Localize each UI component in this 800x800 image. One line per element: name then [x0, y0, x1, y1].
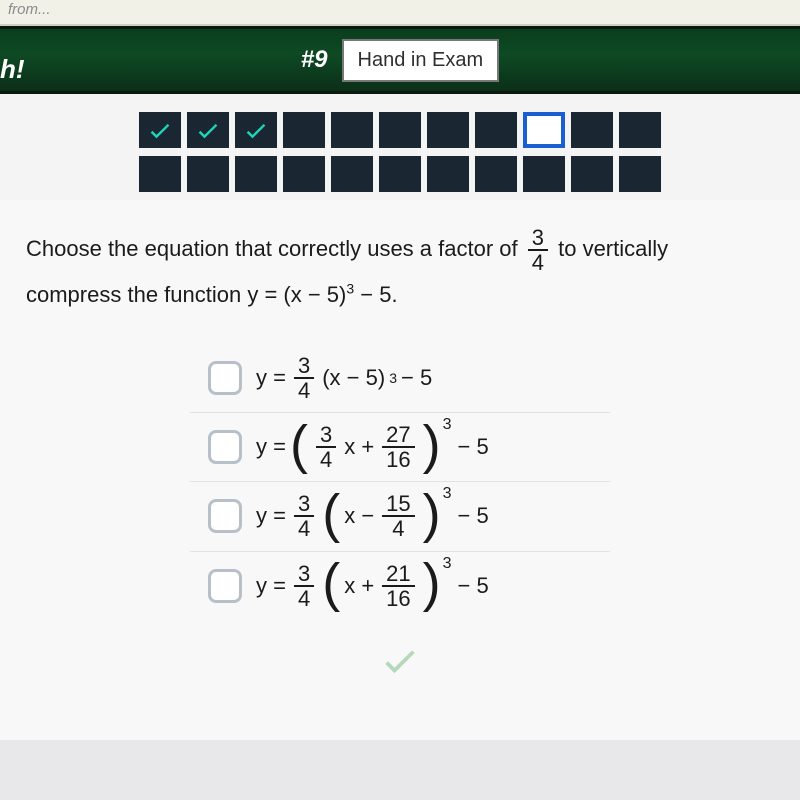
progress-cell[interactable]: [235, 112, 277, 148]
progress-cell[interactable]: [571, 112, 613, 148]
app-badge: h!: [0, 54, 25, 85]
progress-cell[interactable]: [427, 156, 469, 192]
choice-equation: y = 34 ( x − 154 )3 − 5: [256, 492, 489, 540]
progress-cell[interactable]: [523, 156, 565, 192]
fraction-numerator: 21: [382, 562, 414, 587]
progress-cell[interactable]: [427, 112, 469, 148]
answer-choices: y = 34 (x − 5)3 − 5 y = ( 34 x + 2716 )3…: [26, 344, 774, 620]
fraction: 34: [294, 562, 314, 610]
progress-cell[interactable]: [283, 156, 325, 192]
progress-row-1: [139, 112, 661, 148]
fraction-denominator: 4: [316, 448, 336, 471]
fraction: 34: [294, 492, 314, 540]
fraction-numerator: 27: [382, 423, 414, 448]
progress-cell[interactable]: [475, 112, 517, 148]
choice-d[interactable]: y = 34 ( x + 2116 )3 − 5: [190, 552, 610, 620]
question-number: #9: [301, 46, 328, 74]
progress-cell[interactable]: [331, 156, 373, 192]
eq-text: − 5: [458, 573, 489, 599]
fraction-numerator: 3: [294, 562, 314, 587]
choice-equation: y = 34 ( x + 2116 ) 3 − 5: [256, 562, 489, 610]
fraction-denominator: 4: [382, 517, 414, 540]
choice-checkbox[interactable]: [208, 499, 242, 533]
progress-cell[interactable]: [139, 156, 181, 192]
fraction-denominator: 4: [294, 517, 314, 540]
progress-cell[interactable]: [523, 112, 565, 148]
fraction-denominator: 4: [528, 251, 548, 274]
choice-equation: y = ( 34 x + 2716 ) 3 − 5: [256, 423, 489, 471]
browser-tab-hint: from...: [0, 0, 800, 26]
progress-cell[interactable]: [187, 156, 229, 192]
fraction: 2116: [382, 562, 414, 610]
progress-cell[interactable]: [379, 156, 421, 192]
prompt-text: to vertically: [558, 236, 668, 261]
fraction: 154: [382, 492, 414, 540]
fraction-denominator: 16: [382, 448, 414, 471]
eq-text: y =: [256, 365, 286, 391]
progress-cell[interactable]: [139, 112, 181, 148]
choice-equation: y = 34 (x − 5)3 − 5: [256, 354, 432, 402]
exponent: 3: [443, 555, 452, 573]
paren-open: (: [322, 498, 340, 530]
exponent: 3: [346, 281, 354, 297]
fraction-numerator: 3: [294, 492, 314, 517]
eq-text: − 5: [458, 434, 489, 460]
progress-cell[interactable]: [235, 156, 277, 192]
eq-text: (x − 5): [322, 365, 385, 391]
eq-text: x +: [344, 434, 374, 460]
question-prompt: Choose the equation that correctly uses …: [26, 226, 774, 316]
question-body: Choose the equation that correctly uses …: [0, 200, 800, 740]
paren-close: ): [423, 429, 441, 461]
fraction: 34: [316, 423, 336, 471]
eq-text: y =: [256, 434, 286, 460]
fraction: 34: [294, 354, 314, 402]
eq-text: y =: [256, 503, 286, 529]
paren-close: ): [423, 498, 441, 530]
progress-row-2: [139, 156, 661, 192]
eq-text: − 5: [401, 365, 432, 391]
fraction-3-4: 3 4: [528, 226, 548, 274]
progress-cell[interactable]: [619, 112, 661, 148]
progress-cell[interactable]: [379, 112, 421, 148]
prompt-text: compress the function y = (x − 5): [26, 282, 346, 307]
choice-a[interactable]: y = 34 (x − 5)3 − 5: [190, 344, 610, 413]
choice-checkbox[interactable]: [208, 361, 242, 395]
progress-cell[interactable]: [331, 112, 373, 148]
fraction-denominator: 4: [294, 379, 314, 402]
progress-cell[interactable]: [475, 156, 517, 192]
submit-check-icon[interactable]: [26, 638, 774, 687]
prompt-text: Choose the equation that correctly uses …: [26, 236, 524, 261]
eq-text: x −: [344, 503, 374, 529]
eq-text: x +: [344, 573, 374, 599]
progress-cell[interactable]: [283, 112, 325, 148]
fraction-denominator: 16: [382, 587, 414, 610]
exponent: 3: [443, 485, 452, 503]
progress-cell[interactable]: [187, 112, 229, 148]
choice-checkbox[interactable]: [208, 430, 242, 464]
exponent: 3: [443, 416, 452, 434]
paren-open: (: [322, 567, 340, 599]
hand-in-exam-button[interactable]: Hand in Exam: [342, 39, 500, 82]
progress-grid: [0, 94, 800, 200]
paren-open: (: [290, 429, 308, 461]
exponent: 3: [389, 370, 397, 386]
fraction: 2716: [382, 423, 414, 471]
fraction-numerator: 3: [528, 226, 548, 251]
choice-c[interactable]: y = 34 ( x − 154 )3 − 5: [190, 482, 610, 551]
exam-header-bar: h! #9 Hand in Exam: [0, 26, 800, 94]
fraction-numerator: 15: [382, 492, 414, 517]
eq-text: − 5: [458, 503, 489, 529]
prompt-text: − 5.: [354, 282, 397, 307]
eq-text: y =: [256, 573, 286, 599]
choice-checkbox[interactable]: [208, 569, 242, 603]
progress-cell[interactable]: [571, 156, 613, 192]
choice-b[interactable]: y = ( 34 x + 2716 )3 − 5: [190, 413, 610, 482]
fraction-denominator: 4: [294, 587, 314, 610]
fraction-numerator: 3: [316, 423, 336, 448]
fraction-numerator: 3: [294, 354, 314, 379]
paren-close: ): [423, 567, 441, 599]
progress-cell[interactable]: [619, 156, 661, 192]
